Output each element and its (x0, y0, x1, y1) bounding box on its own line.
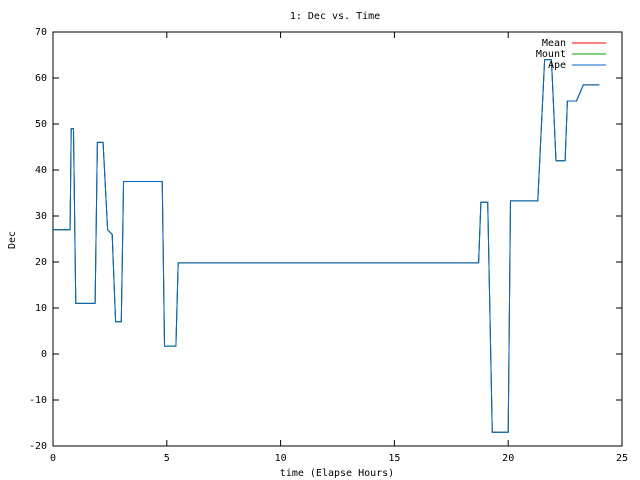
y-tick-label: 0 (41, 349, 47, 360)
plot-frame (52, 31, 623, 447)
y-tick-label: 10 (35, 303, 47, 314)
y-tick-label: -20 (29, 441, 47, 452)
x-axis-label: time (Elapse Hours) (280, 468, 394, 479)
y-tick-label: 50 (35, 119, 47, 130)
y-tick-label: 40 (35, 165, 47, 176)
legend-label: Mount (536, 49, 566, 60)
chart-title: 1: Dec vs. Time (290, 11, 380, 22)
x-tick-label: 15 (388, 453, 400, 464)
x-tick-label: 0 (50, 453, 56, 464)
y-tick-label: 60 (35, 73, 47, 84)
y-tick-label: 20 (35, 257, 47, 268)
legend-label: Ape (548, 60, 566, 71)
x-tick-label: 10 (275, 453, 287, 464)
x-tick-label: 25 (616, 453, 628, 464)
series-line (53, 59, 600, 433)
y-tick-label: -10 (29, 395, 47, 406)
y-axis-label: Dec (7, 231, 18, 249)
y-tick-label: 70 (35, 27, 47, 38)
x-tick-label: 5 (164, 453, 170, 464)
y-tick-label: 30 (35, 211, 47, 222)
legend-label: Mean (542, 38, 566, 49)
x-tick-label: 20 (502, 453, 514, 464)
